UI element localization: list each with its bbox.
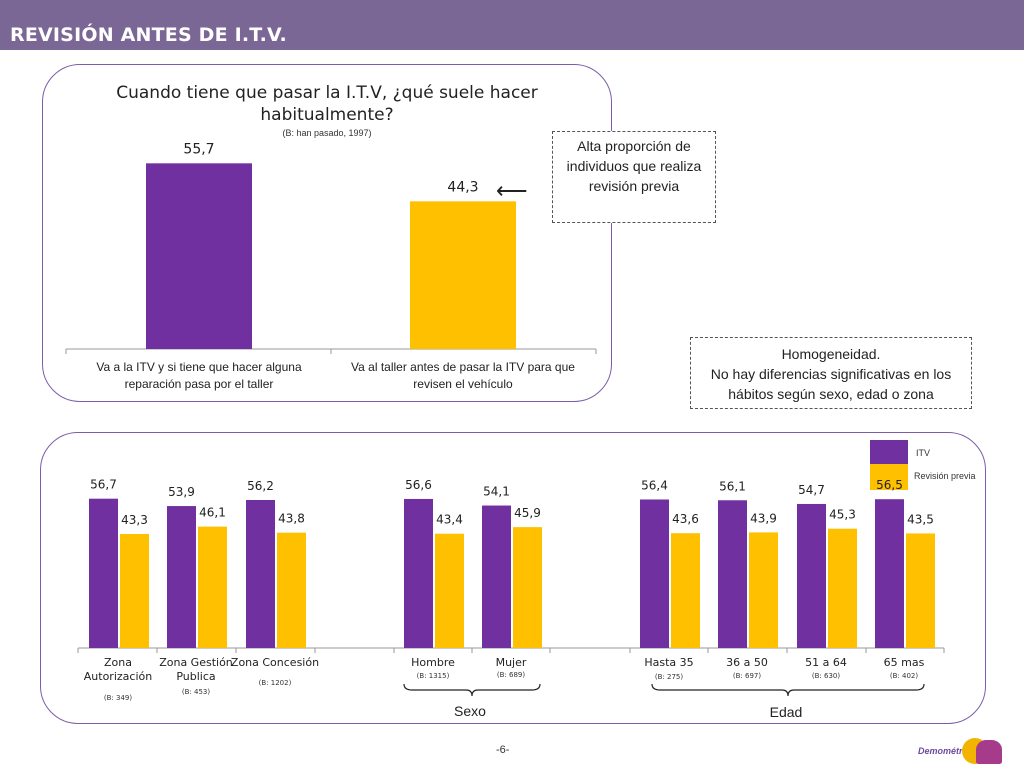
top-bar-2 (410, 201, 516, 349)
top-chart-panel (42, 64, 612, 402)
bottom-category-base-6: (B: 275) (655, 673, 683, 681)
bottom-category-label-8: 51 a 64 (805, 656, 847, 669)
bottom-category-base-3: (B: 1202) (259, 679, 292, 687)
logo-m-icon (976, 740, 1002, 764)
legend-label-itv: ITV (916, 448, 931, 458)
itv-label-3: 56,2 (247, 479, 274, 493)
revision-bar-9 (906, 533, 935, 648)
top-bar-label-2: 44,3 (447, 179, 478, 195)
revision-bar-4 (435, 533, 464, 648)
itv-label-9: 56,5 (876, 478, 903, 492)
bottom-category-label-5: Mujer (496, 656, 527, 669)
itv-label-6: 56,4 (641, 478, 668, 492)
revision-bar-3 (277, 532, 306, 648)
revision-label-5: 45,9 (514, 506, 541, 520)
revision-label-1: 43,3 (121, 513, 148, 527)
itv-bar-4 (404, 498, 433, 648)
revision-bar-8 (828, 528, 857, 648)
itv-label-8: 54,7 (798, 483, 825, 497)
itv-label-4: 56,6 (405, 478, 432, 492)
revision-label-9: 43,5 (907, 512, 934, 526)
bottom-category-label-7: 36 a 50 (726, 656, 768, 669)
revision-bar-6 (671, 533, 700, 648)
revision-label-2: 46,1 (199, 506, 226, 520)
left-arrow-icon: ⟵ (496, 178, 528, 203)
top-chart: 55,7 44,3 (65, 141, 597, 354)
bottom-category-base-2: (B: 453) (182, 688, 210, 696)
top-chart-title: Cuando tiene que pasar la I.T.V, ¿qué su… (116, 83, 538, 125)
itv-label-5: 54,1 (483, 485, 510, 499)
bracket-sexo (403, 683, 541, 697)
legend-label-revision: Revisión previa (914, 471, 976, 481)
itv-bar-6 (640, 499, 669, 648)
group-brackets (403, 683, 925, 697)
bottom-category-base-7: (B: 697) (733, 672, 761, 680)
itv-bar-9 (875, 499, 904, 648)
revision-bar-1 (120, 533, 149, 648)
legend-swatch-itv (870, 440, 908, 466)
bottom-category-base-9: (B: 402) (890, 672, 918, 680)
bottom-category-label-1: Zona Autorización (84, 656, 152, 683)
callout-homogeneity-title: Homogeneidad. (781, 346, 881, 362)
itv-bar-1 (89, 498, 118, 648)
itv-label-1: 56,7 (90, 478, 117, 492)
header-bar: REVISIÓN ANTES DE I.T.V. (0, 0, 1024, 50)
bottom-category-base-8: (B: 630) (812, 672, 840, 680)
bottom-category-label-6: Hasta 35 (644, 656, 693, 669)
itv-bar-5 (482, 505, 511, 648)
top-category-label-2: Va al taller antes de pasar la ITV para … (351, 360, 575, 391)
itv-label-7: 56,1 (719, 479, 746, 493)
top-category-label-1: Va a la ITV y si tiene que hacer alguna … (96, 360, 302, 391)
revision-bar-2 (198, 526, 227, 648)
bottom-category-label-2: Zona Gestión Publica (159, 656, 233, 683)
page-number: -6- (496, 744, 510, 756)
bottom-category-label-4: Hombre (411, 656, 455, 669)
revision-label-7: 43,9 (750, 511, 777, 525)
group-label-sexo: Sexo (454, 703, 486, 719)
bottom-category-base-1: (B: 349) (104, 694, 132, 702)
revision-label-3: 43,8 (278, 512, 305, 526)
bottom-category-label-9: 65 mas (884, 656, 925, 669)
revision-label-6: 43,6 (672, 512, 699, 526)
bottom-category-base-4: (B: 1315) (417, 672, 450, 680)
bottom-category-label-3: Zona Concesión (231, 656, 319, 669)
revision-label-4: 43,4 (436, 513, 463, 527)
itv-label-2: 53,9 (168, 485, 195, 499)
revision-label-8: 45,3 (829, 508, 856, 522)
callout-homogeneity-text: No hay diferencias significativas en los… (710, 366, 952, 402)
company-logo: Demométrica (918, 738, 1018, 766)
itv-bar-8 (797, 503, 826, 648)
revision-bar-7 (749, 532, 778, 648)
top-chart-base: (B: han pasado, 1997) (282, 128, 372, 138)
logo-text: Demométrica (918, 746, 976, 756)
legend-swatch-revision (870, 464, 908, 490)
itv-bar-2 (167, 506, 196, 648)
itv-bar-7 (718, 500, 747, 648)
revision-bar-5 (513, 527, 542, 648)
page-title: REVISIÓN ANTES DE I.T.V. (10, 24, 287, 46)
bracket-edad (651, 683, 925, 697)
callout-homogeneity: Homogeneidad. No hay diferencias signifi… (690, 337, 972, 409)
group-label-edad: Edad (769, 704, 803, 720)
top-bar-1 (146, 163, 252, 349)
itv-bar-3 (246, 500, 275, 648)
top-bar-label-1: 55,7 (183, 141, 214, 157)
callout-revision: Alta proporción de individuos que realiz… (552, 131, 716, 223)
bottom-chart: 56,7 53,9 56,2 56,6 54,1 56,4 56,1 54,7 56,5 43,3… (77, 478, 945, 702)
bottom-category-base-5: (B: 689) (497, 671, 525, 679)
